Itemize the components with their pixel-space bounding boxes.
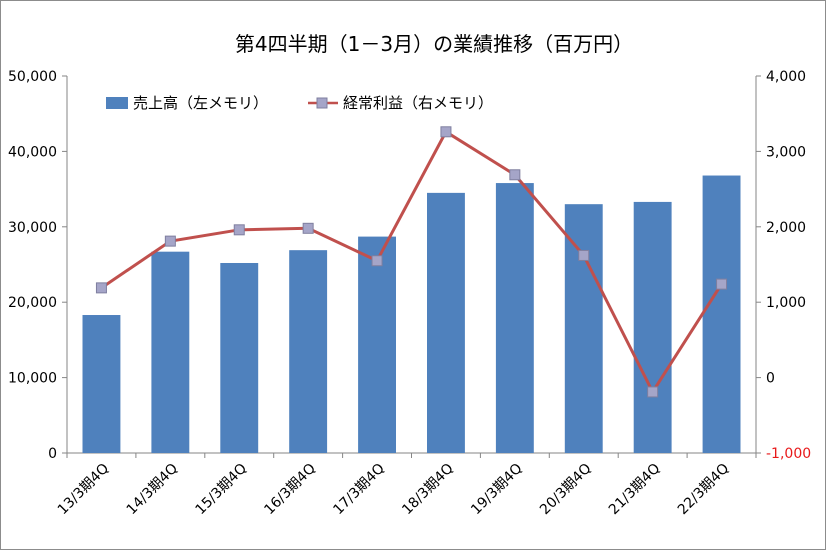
x-tick-label: 21/3期4Q xyxy=(606,461,664,519)
bar-series xyxy=(82,175,741,453)
y-right-tick-label: 0 xyxy=(766,371,775,387)
legend-label-sales: 売上高（左メモリ） xyxy=(133,94,268,112)
line-point xyxy=(371,255,383,267)
line-point xyxy=(302,222,314,234)
bar xyxy=(82,315,121,453)
bar xyxy=(702,175,741,453)
x-tick-label: 17/3期4Q xyxy=(330,461,388,519)
x-tick-label: 18/3期4Q xyxy=(399,461,457,519)
line-point xyxy=(440,126,452,138)
y-right-tick-label: 4,000 xyxy=(766,69,806,85)
y-left-tick-label: 40,000 xyxy=(8,144,57,160)
series-line xyxy=(100,129,723,395)
line-point xyxy=(164,235,176,247)
bar xyxy=(289,250,328,453)
bar xyxy=(220,262,259,453)
legend-swatch-sales xyxy=(106,97,128,109)
x-tick-label: 15/3期4Q xyxy=(193,461,251,519)
y-left-tick-label: 20,000 xyxy=(8,295,57,311)
line-point xyxy=(233,224,245,236)
y-left-tick-label: 0 xyxy=(48,446,57,462)
x-tick-label: 22/3期4Q xyxy=(675,461,733,519)
x-tick-label: 16/3期4Q xyxy=(261,461,319,519)
line-point xyxy=(509,169,521,181)
axes: 0 10,000 20,000 30,000 40,000 50,000 -1,000 0 1,… xyxy=(8,69,811,462)
x-tick-label: 13/3期4Q xyxy=(55,461,113,519)
bar xyxy=(427,192,465,453)
line-point xyxy=(578,249,590,261)
y-left-tick-label: 10,000 xyxy=(8,371,57,387)
legend: 売上高（左メモリ） 経常利益（右メモリ） xyxy=(106,94,493,112)
line-point xyxy=(95,282,107,294)
y-left-tick-label: 30,000 xyxy=(8,220,57,236)
bar xyxy=(151,251,190,453)
y-left-tick-label: 50,000 xyxy=(8,69,57,85)
y-right-tick-label: 3,000 xyxy=(766,144,806,160)
bar xyxy=(633,201,672,453)
bar xyxy=(358,236,396,453)
x-tick-label: 14/3期4Q xyxy=(124,461,182,519)
y-right-tick-label: 1,000 xyxy=(766,295,806,311)
x-axis-labels: 13/3期4Q 14/3期4Q 15/3期4Q 16/3期4Q 17/3期4Q 18/3期… xyxy=(55,461,733,519)
line-point xyxy=(647,386,659,398)
y-right-tick-label: 2,000 xyxy=(766,220,806,236)
legend-label-profit: 経常利益（右メモリ） xyxy=(343,94,493,112)
bar xyxy=(495,183,534,453)
y-right-tick-label: -1,000 xyxy=(766,446,811,462)
chart-title: 第4四半期（1－3月）の業績推移（百万円） xyxy=(235,32,633,56)
x-tick-label: 20/3期4Q xyxy=(537,461,595,519)
legend-marker-profit xyxy=(316,97,328,109)
x-tick-label: 19/3期4Q xyxy=(468,461,526,519)
line-point xyxy=(716,278,728,290)
line-series xyxy=(95,126,728,398)
bar xyxy=(564,204,603,453)
